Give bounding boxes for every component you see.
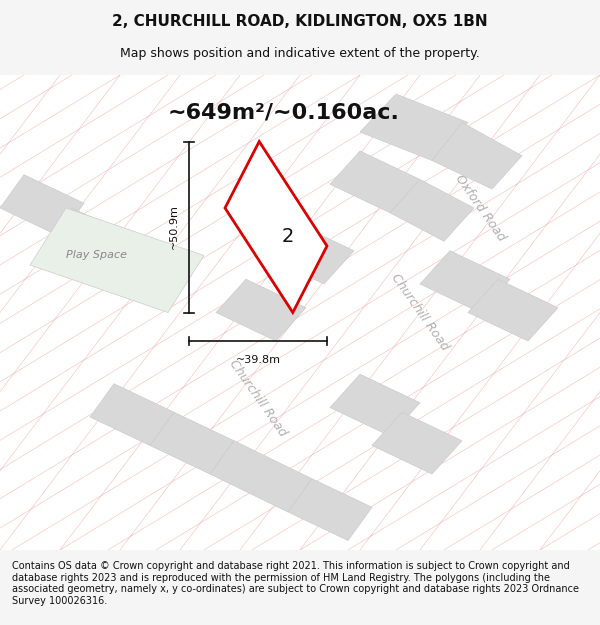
- Polygon shape: [288, 479, 372, 541]
- Text: Churchill Road: Churchill Road: [389, 272, 451, 353]
- Polygon shape: [330, 374, 420, 436]
- Polygon shape: [432, 122, 522, 189]
- Text: ~39.8m: ~39.8m: [236, 355, 281, 365]
- Polygon shape: [372, 412, 462, 474]
- Text: ~649m²/~0.160ac.: ~649m²/~0.160ac.: [168, 103, 400, 123]
- Text: 2: 2: [282, 227, 294, 246]
- Polygon shape: [360, 94, 468, 161]
- Text: ~50.9m: ~50.9m: [169, 204, 179, 249]
- Text: Play Space: Play Space: [65, 251, 127, 261]
- Polygon shape: [150, 412, 234, 474]
- Polygon shape: [216, 279, 306, 341]
- Polygon shape: [30, 208, 204, 312]
- Polygon shape: [420, 251, 510, 312]
- Polygon shape: [264, 222, 354, 284]
- Polygon shape: [48, 208, 132, 270]
- Text: Churchill Road: Churchill Road: [227, 357, 289, 439]
- Polygon shape: [0, 175, 84, 236]
- Text: 2, CHURCHILL ROAD, KIDLINGTON, OX5 1BN: 2, CHURCHILL ROAD, KIDLINGTON, OX5 1BN: [112, 14, 488, 29]
- Polygon shape: [390, 179, 474, 241]
- Text: Contains OS data © Crown copyright and database right 2021. This information is : Contains OS data © Crown copyright and d…: [12, 561, 579, 606]
- Text: Map shows position and indicative extent of the property.: Map shows position and indicative extent…: [120, 48, 480, 61]
- Polygon shape: [210, 441, 312, 512]
- Text: Oxford Road: Oxford Road: [452, 173, 508, 244]
- Polygon shape: [225, 141, 327, 312]
- Polygon shape: [90, 384, 174, 446]
- Polygon shape: [330, 151, 420, 213]
- Polygon shape: [468, 279, 558, 341]
